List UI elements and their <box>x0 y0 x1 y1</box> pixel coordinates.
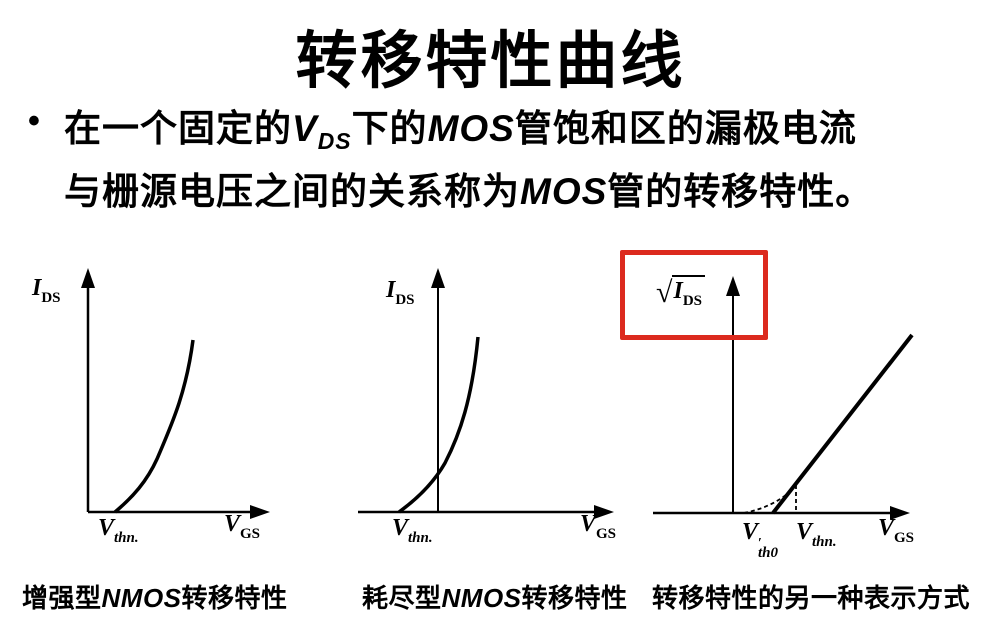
caption-sqrt-representation: 转移特性的另一种表示方式 <box>652 584 971 613</box>
bullet-line-2: 与栅源电压之间的关系称为MOS管的转移特性。 <box>64 161 873 215</box>
y-axis-arrow <box>726 276 740 296</box>
x-axis-arrow <box>594 505 614 519</box>
bullet-line-1: 在一个固定的VDS下的MOS管饱和区的漏极电流 <box>64 98 857 152</box>
x-axis-arrow <box>890 506 910 520</box>
threshold-label-vthn: Vthn. <box>796 519 837 550</box>
mos-term-1: MOS <box>427 108 515 149</box>
x-axis-label: VGS <box>580 511 617 542</box>
slide-title: 转移特性曲线 <box>295 28 686 96</box>
sqrt-graph-canvas <box>653 276 914 520</box>
transfer-curve <box>397 336 480 514</box>
bullet-line1-pre: 在一个固定的 <box>64 109 292 150</box>
bullet-line2-post: 管的转移特性。 <box>607 172 874 213</box>
threshold-label-vthn: Vthn. <box>98 515 139 546</box>
mos-term-2: MOS <box>520 171 608 212</box>
vds-symbol: VDS <box>292 108 352 155</box>
bullet-marker: • <box>28 102 40 140</box>
caption-depletion: 耗尽型NMOS转移特性 <box>362 583 628 613</box>
linear-transfer-line <box>771 333 914 515</box>
graph-enhancement-nmos: IDS VGS Vthn. <box>20 260 270 560</box>
graph-depletion-nmos: IDS VGS Vthn. <box>350 260 630 560</box>
y-axis-arrow <box>431 268 445 288</box>
y-axis-arrow <box>81 268 95 288</box>
caption-enhancement: 增强型NMOS转移特性 <box>22 583 288 613</box>
sqrt-radical-icon: √ <box>656 276 673 309</box>
y-axis-label: IDS <box>32 275 61 306</box>
bullet-line2-pre: 与栅源电压之间的关系称为 <box>64 172 520 213</box>
threshold-label-vth0-prime: V ′ th0 <box>742 519 779 561</box>
y-axis-label-sqrt-ids: √IDS <box>656 275 705 309</box>
highlight-box <box>620 250 768 340</box>
graph-sqrt-representation: √IDS VGS V ′ th0 Vthn. <box>640 250 960 560</box>
bullet-line1-mid: 下的 <box>351 109 428 150</box>
x-axis-label: VGS <box>878 515 915 546</box>
subthreshold-dashed-curve <box>743 484 797 514</box>
threshold-label-vthn: Vthn. <box>392 515 433 546</box>
depletion-graph-canvas <box>358 268 614 519</box>
transfer-curve <box>113 339 195 514</box>
y-axis-label: IDS <box>386 277 415 308</box>
bullet-line1-post: 管饱和区的漏极电流 <box>514 109 857 150</box>
x-axis-label: VGS <box>224 511 261 542</box>
enhancement-graph-canvas <box>81 268 270 519</box>
x-axis-arrow <box>250 505 270 519</box>
